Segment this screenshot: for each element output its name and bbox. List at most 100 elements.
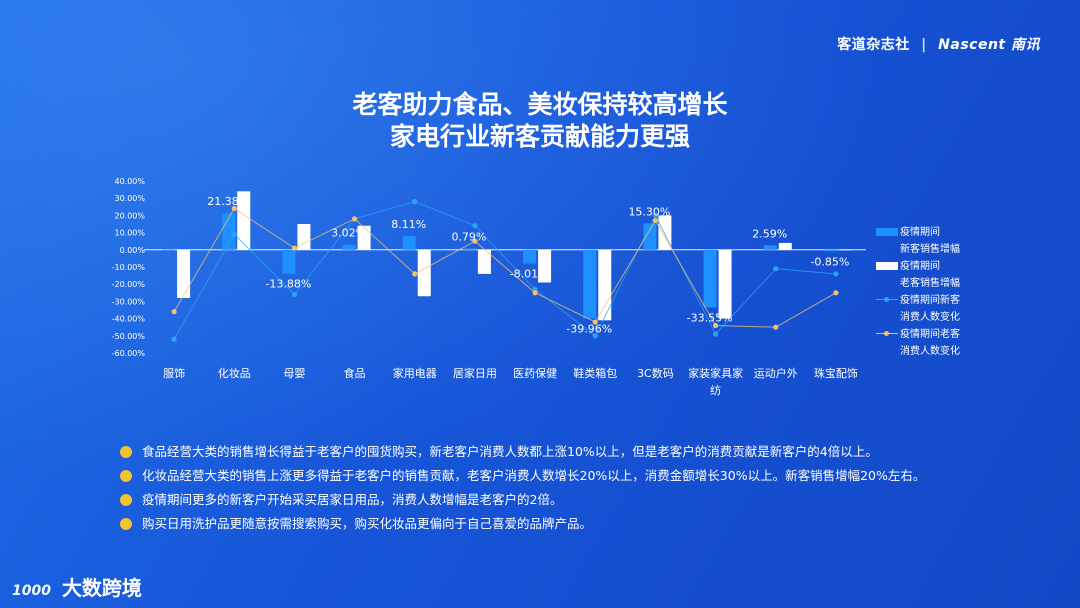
logo-text: 大数跨境 — [61, 576, 142, 600]
bullet-text: 化妆品经营大类的销售上涨更多得益于老客户的销售贡献，老客户消费人数增长20%以上… — [142, 468, 926, 483]
legend-label: 疫情期间老客 — [900, 329, 960, 340]
y-tick-label: 30.00% — [114, 194, 145, 203]
new-customer-count-point — [472, 223, 478, 229]
old-customer-sales-bar — [598, 249, 612, 321]
legend-bar-swatch — [876, 228, 898, 236]
data-label: -0.85% — [810, 255, 849, 268]
bullet-text: 食品经营大类的销售增长得益于老客户的囤货购买，新老客户消费人数都上涨10%以上，… — [142, 444, 878, 459]
new-customer-sales-bar — [523, 249, 537, 264]
x-category-label: 运动户外 — [754, 366, 798, 380]
data-label: 15.30% — [628, 205, 670, 218]
legend-label: 疫情期间 — [900, 227, 940, 238]
old-customer-count-point — [231, 205, 237, 212]
new-customer-sales-bar — [583, 249, 597, 319]
new-customer-sales-bar — [643, 223, 657, 250]
bullet-text: 购买日用洗护品更随意按需搜索购买，购买化妆品更偏向于自己喜爱的品牌产品。 — [142, 516, 593, 531]
x-category-label: 食品 — [344, 366, 366, 380]
legend-label: 老客销售增幅 — [900, 278, 960, 289]
new-customer-count-point — [171, 336, 177, 342]
new-customer-sales-bar — [763, 245, 777, 250]
y-tick-label: -10.00% — [112, 263, 146, 272]
new-customer-count-line — [173, 201, 836, 340]
legend-label: 疫情期间 — [900, 261, 940, 272]
legend-line-swatch — [876, 331, 898, 336]
x-category-label: 医药保健 — [513, 366, 557, 380]
old-customer-sales-bar — [417, 249, 431, 297]
legend-line-marker — [884, 331, 889, 336]
new-customer-sales-bar — [282, 249, 296, 274]
bullet-item: 化妆品经营大类的销售上涨更多得益于老客户的销售贡献，老客户消费人数增长20%以上… — [120, 464, 1020, 488]
new-customer-count-point — [291, 291, 298, 298]
new-customer-sales-bar — [162, 249, 176, 251]
logo-mark: 1000 — [12, 583, 51, 599]
new-customer-sales-bar — [823, 249, 837, 252]
old-customer-count-point — [592, 319, 598, 325]
old-customer-count-point — [652, 217, 659, 224]
footer-logo: 1000 大数跨境 — [12, 572, 142, 601]
bullet-item: 疫情期间更多的新客户开始采买居家日用品，消费人数增幅是老客户的2倍。 — [120, 488, 1020, 512]
y-tick-label: -30.00% — [112, 297, 146, 306]
new-customer-sales-bar — [342, 244, 356, 250]
old-customer-sales-bar — [718, 249, 732, 319]
x-category-label: 家装家具家 — [688, 366, 743, 380]
bullet-dot — [120, 518, 132, 530]
sales-growth-chart: 40.00% 30.00% 20.00% 10.00% 0.00% -10.00% -20.… — [112, 177, 866, 397]
y-tick-label: -50.00% — [112, 332, 146, 341]
x-category-label: 服饰 — [163, 366, 185, 380]
brand-header: 客道杂志社 | Nascent 南讯 — [837, 34, 1040, 54]
old-customer-sales-bar — [357, 225, 371, 250]
data-label: -39.96% — [566, 323, 612, 336]
y-tick-label: -60.00% — [112, 349, 146, 358]
old-customer-sales-bar — [838, 249, 852, 251]
page-title-line1: 老客助力食品、美妆保持较高增长 — [352, 90, 728, 119]
new-customer-count-point — [712, 331, 719, 337]
x-category-label: 化妆品 — [218, 366, 251, 380]
data-label: 0.79% — [451, 230, 486, 243]
y-tick-label: 10.00% — [114, 229, 145, 238]
x-category-label: 3C数码 — [637, 367, 674, 380]
new-customer-count-point — [412, 199, 418, 205]
bullet-dot — [120, 446, 132, 458]
legend-label: 消费人数变化 — [900, 346, 960, 357]
brand-kedao: 客道杂志社 — [837, 37, 910, 53]
x-category-label: 母婴 — [283, 367, 305, 380]
data-label: -13.88% — [265, 278, 311, 291]
bullet-text: 疫情期间更多的新客户开始采买居家日用品，消费人数增幅是老客户的2倍。 — [142, 492, 563, 507]
legend-label: 疫情期间新客 — [900, 295, 960, 306]
legend-line-swatch — [876, 297, 898, 302]
old-customer-count-point — [833, 290, 839, 296]
brand-nascent: Nascent 南讯 — [938, 37, 1040, 53]
data-label: -8.01% — [510, 268, 549, 281]
x-category-label: 珠宝配饰 — [814, 366, 858, 380]
bullet-item: 购买日用洗护品更随意按需搜索购买，购买化妆品更偏向于自己喜爱的品牌产品。 — [120, 512, 1020, 536]
old-customer-count-line — [173, 207, 837, 328]
old-customer-count-point — [412, 271, 418, 277]
new-customer-sales-bar — [222, 213, 236, 250]
old-customer-count-point — [351, 216, 358, 222]
data-label: 21.38% — [207, 195, 249, 208]
data-label: -33.55% — [687, 312, 733, 325]
old-customer-count-point — [291, 245, 298, 251]
bullet-item: 食品经营大类的销售增长得益于老客户的囤货购买，新老客户消费人数都上涨10%以上，… — [120, 440, 1020, 464]
y-tick-label: 0.00% — [120, 246, 146, 255]
y-tick-label: -20.00% — [112, 280, 146, 289]
old-customer-sales-bar — [538, 249, 552, 283]
y-tick-label: -40.00% — [112, 315, 146, 324]
old-customer-count-point — [171, 309, 177, 315]
new-customer-count-point — [231, 231, 237, 237]
data-label: 3.02% — [331, 227, 366, 240]
old-customer-count-point — [773, 324, 779, 330]
data-label: 8.11% — [391, 218, 426, 231]
old-customer-sales-bar — [778, 242, 792, 250]
old-customer-sales-bar — [177, 249, 191, 298]
legend-label: 新客销售增幅 — [900, 244, 960, 255]
new-customer-count-point — [592, 333, 598, 339]
y-tick-label: 20.00% — [114, 211, 145, 220]
x-category-label: 纺 — [710, 383, 721, 397]
legend-line-marker — [884, 297, 889, 302]
data-label: 2.59% — [752, 227, 787, 240]
x-category-label: 鞋类箱包 — [573, 366, 617, 380]
old-customer-sales-bar — [297, 224, 311, 250]
old-customer-count-point — [472, 238, 478, 244]
